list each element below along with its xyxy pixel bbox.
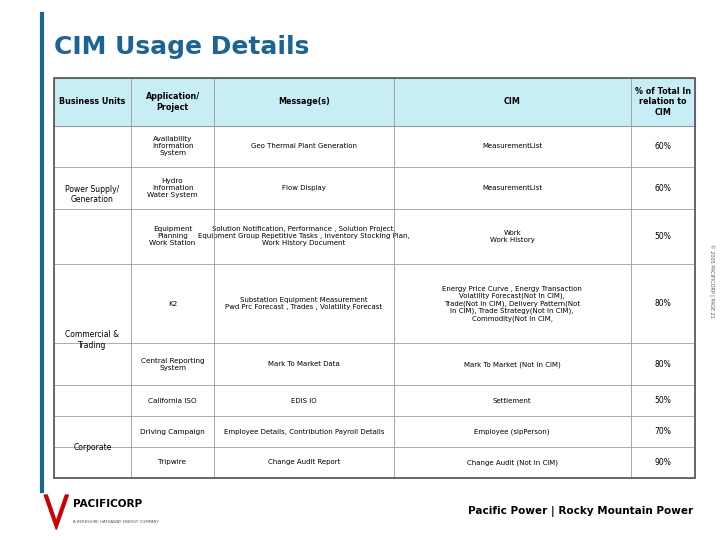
Text: Geo Thermal Plant Generation: Geo Thermal Plant Generation xyxy=(251,144,357,150)
Text: 90%: 90% xyxy=(654,458,671,467)
Text: © 2005 PACIFICORP | PAGE 21: © 2005 PACIFICORP | PAGE 21 xyxy=(708,244,714,318)
Text: Power Supply/
Generation: Power Supply/ Generation xyxy=(66,185,120,204)
Text: California ISO: California ISO xyxy=(148,397,197,404)
Text: K2: K2 xyxy=(168,301,177,307)
Text: Mark To Market (Not In CIM): Mark To Market (Not In CIM) xyxy=(464,361,561,368)
Text: PACIFICORP: PACIFICORP xyxy=(73,500,143,509)
Text: CIM Usage Details: CIM Usage Details xyxy=(54,35,310,59)
Text: 80%: 80% xyxy=(654,360,671,369)
Text: MeasurementList: MeasurementList xyxy=(482,144,542,150)
Text: Commercial &
Trading: Commercial & Trading xyxy=(66,330,120,349)
Text: Change Audit Report: Change Audit Report xyxy=(268,460,340,465)
Text: 70%: 70% xyxy=(654,427,671,436)
Text: Employee (sipPerson): Employee (sipPerson) xyxy=(474,428,550,435)
Text: Availability
Information
System: Availability Information System xyxy=(152,137,193,157)
Text: MeasurementList: MeasurementList xyxy=(482,185,542,191)
Text: Substation Equipment Measurement
Pwd Prc Forecast , Trades , Volatility Forecast: Substation Equipment Measurement Pwd Prc… xyxy=(225,297,382,310)
Polygon shape xyxy=(44,495,68,529)
Text: Pacific Power | Rocky Mountain Power: Pacific Power | Rocky Mountain Power xyxy=(467,507,693,517)
Text: Flow Display: Flow Display xyxy=(282,185,326,191)
Text: Message(s): Message(s) xyxy=(278,97,330,106)
Text: CIM: CIM xyxy=(504,97,521,106)
Text: Energy Price Curve , Energy Transaction
Volatility Forecast(Not In CIM),
Trade(N: Energy Price Curve , Energy Transaction … xyxy=(442,286,582,321)
Text: Business Units: Business Units xyxy=(59,97,125,106)
Text: Settlement: Settlement xyxy=(493,397,531,404)
Text: Equipment
Planning
Work Station: Equipment Planning Work Station xyxy=(150,226,196,246)
Text: Mark To Market Data: Mark To Market Data xyxy=(268,361,340,367)
Text: Application/
Project: Application/ Project xyxy=(145,92,199,112)
Text: A BERKSHIRE HATHAWAY ENERGY COMPANY: A BERKSHIRE HATHAWAY ENERGY COMPANY xyxy=(73,520,159,524)
Text: % of Total In
relation to
CIM: % of Total In relation to CIM xyxy=(635,87,690,117)
Text: EDIS IO: EDIS IO xyxy=(291,397,317,404)
Text: 60%: 60% xyxy=(654,184,671,193)
Text: 50%: 50% xyxy=(654,232,671,241)
Text: Employee Details, Contribution Payroll Details: Employee Details, Contribution Payroll D… xyxy=(224,429,384,435)
Text: Solution Notification, Performance , Solution Project,
Equipment Group Repetitiv: Solution Notification, Performance , Sol… xyxy=(198,226,410,246)
Text: Corporate: Corporate xyxy=(73,442,112,451)
Text: Change Audit (Not In CIM): Change Audit (Not In CIM) xyxy=(467,459,558,465)
Text: Tripwire: Tripwire xyxy=(158,460,186,465)
Text: Work
Work History: Work Work History xyxy=(490,230,535,243)
Text: Central Reporting
System: Central Reporting System xyxy=(140,358,204,371)
Text: Hydro
Information
Water System: Hydro Information Water System xyxy=(147,178,198,198)
Text: Driving Campaign: Driving Campaign xyxy=(140,429,205,435)
Text: 60%: 60% xyxy=(654,142,671,151)
Text: 80%: 80% xyxy=(654,299,671,308)
Text: 50%: 50% xyxy=(654,396,671,405)
